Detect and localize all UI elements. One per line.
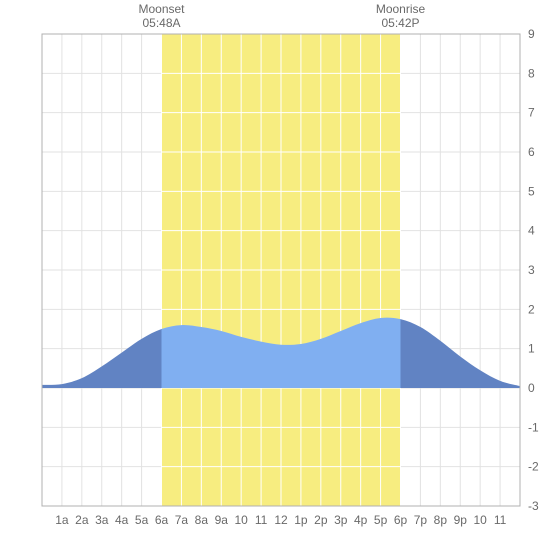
svg-text:9a: 9a — [215, 513, 229, 527]
svg-text:6: 6 — [528, 145, 535, 159]
svg-text:2: 2 — [528, 302, 535, 316]
moonset-label: Moonset 05:48A — [138, 2, 184, 31]
svg-text:5: 5 — [528, 184, 535, 198]
svg-text:9: 9 — [528, 27, 535, 41]
moonrise-label: Moonrise 05:42P — [376, 2, 425, 31]
svg-text:2p: 2p — [314, 513, 328, 527]
svg-text:1a: 1a — [55, 513, 69, 527]
svg-text:7: 7 — [528, 106, 535, 120]
svg-text:11: 11 — [255, 513, 268, 527]
svg-text:11: 11 — [494, 513, 507, 527]
svg-text:-3: -3 — [528, 499, 539, 513]
svg-text:4: 4 — [528, 224, 535, 238]
moonset-title: Moonset — [138, 2, 184, 16]
svg-text:1p: 1p — [294, 513, 308, 527]
moonrise-title: Moonrise — [376, 2, 425, 16]
svg-text:9p: 9p — [454, 513, 468, 527]
svg-text:0: 0 — [528, 381, 535, 395]
svg-text:5p: 5p — [374, 513, 388, 527]
svg-text:-1: -1 — [528, 420, 539, 434]
svg-text:3p: 3p — [334, 513, 348, 527]
svg-text:10: 10 — [234, 513, 248, 527]
svg-text:4p: 4p — [354, 513, 368, 527]
tide-sun-chart: Moonset 05:48A Moonrise 05:42P 1a2a3a4a5… — [0, 0, 550, 550]
svg-text:5a: 5a — [135, 513, 149, 527]
svg-text:7a: 7a — [175, 513, 189, 527]
svg-text:8: 8 — [528, 66, 535, 80]
svg-text:12: 12 — [274, 513, 288, 527]
svg-text:3a: 3a — [95, 513, 109, 527]
moonrise-time: 05:42P — [381, 16, 419, 30]
svg-text:10: 10 — [473, 513, 487, 527]
moonset-time: 05:48A — [142, 16, 180, 30]
svg-text:4a: 4a — [115, 513, 129, 527]
chart-canvas: 1a2a3a4a5a6a7a8a9a1011121p2p3p4p5p6p7p8p… — [0, 0, 550, 550]
svg-text:2a: 2a — [75, 513, 89, 527]
svg-text:6p: 6p — [394, 513, 408, 527]
svg-text:3: 3 — [528, 263, 535, 277]
svg-text:8p: 8p — [434, 513, 448, 527]
svg-text:8a: 8a — [195, 513, 209, 527]
svg-text:-2: -2 — [528, 460, 539, 474]
svg-text:6a: 6a — [155, 513, 169, 527]
svg-text:1: 1 — [528, 342, 535, 356]
svg-text:7p: 7p — [414, 513, 428, 527]
